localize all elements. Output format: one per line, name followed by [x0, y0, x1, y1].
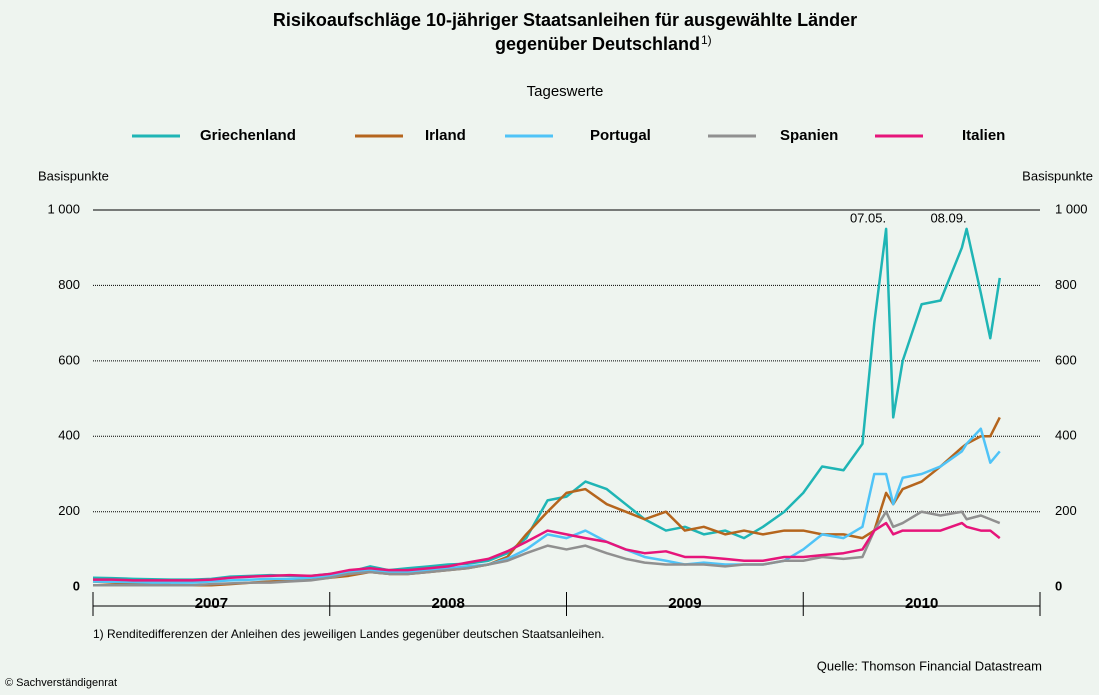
y-axis-label: Basispunkte — [1022, 168, 1093, 183]
y-tick-label: 600 — [58, 352, 80, 367]
y-tick-label: 600 — [1055, 352, 1077, 367]
series-line — [92, 227, 1001, 581]
footnote: 1) Renditedifferenzen der Anleihen des j… — [93, 627, 605, 641]
y-tick-label: 0 — [1055, 579, 1062, 594]
title-note: 1) — [701, 33, 712, 47]
legend-label: Italien — [962, 127, 1005, 144]
x-tick-label: 2010 — [905, 595, 938, 612]
y-tick-label: 200 — [1055, 503, 1077, 518]
legend-label: Griechenland — [200, 127, 296, 144]
legend-label: Portugal — [590, 127, 651, 144]
annotation: 07.05. — [850, 210, 886, 225]
y-tick-label: 800 — [1055, 277, 1077, 292]
y-axis-label: Basispunkte — [38, 168, 109, 183]
x-tick-label: 2007 — [195, 595, 228, 612]
chart-title: gegenüber Deutschland — [495, 34, 700, 54]
chart-title: Risikoaufschläge 10-jähriger Staatsanlei… — [273, 10, 857, 30]
y-tick-label: 400 — [1055, 428, 1077, 443]
series-line — [92, 427, 1001, 584]
legend-label: Irland — [425, 127, 466, 144]
y-tick-label: 800 — [58, 277, 80, 292]
y-tick-label: 1 000 — [1055, 201, 1088, 216]
source: Quelle: Thomson Financial Datastream — [817, 658, 1042, 673]
y-tick-label: 200 — [58, 503, 80, 518]
subtitle: Tageswerte — [527, 83, 604, 100]
x-tick-label: 2009 — [668, 595, 701, 612]
y-tick-label: 0 — [73, 579, 80, 594]
y-tick-label: 400 — [58, 428, 80, 443]
series-line — [93, 521, 1001, 582]
copyright: © Sachverständigenrat — [5, 677, 117, 689]
series-line — [93, 510, 1001, 587]
x-tick-label: 2008 — [431, 595, 464, 612]
y-tick-label: 1 000 — [47, 201, 80, 216]
legend-label: Spanien — [780, 127, 838, 144]
annotation: 08.09. — [930, 210, 966, 225]
